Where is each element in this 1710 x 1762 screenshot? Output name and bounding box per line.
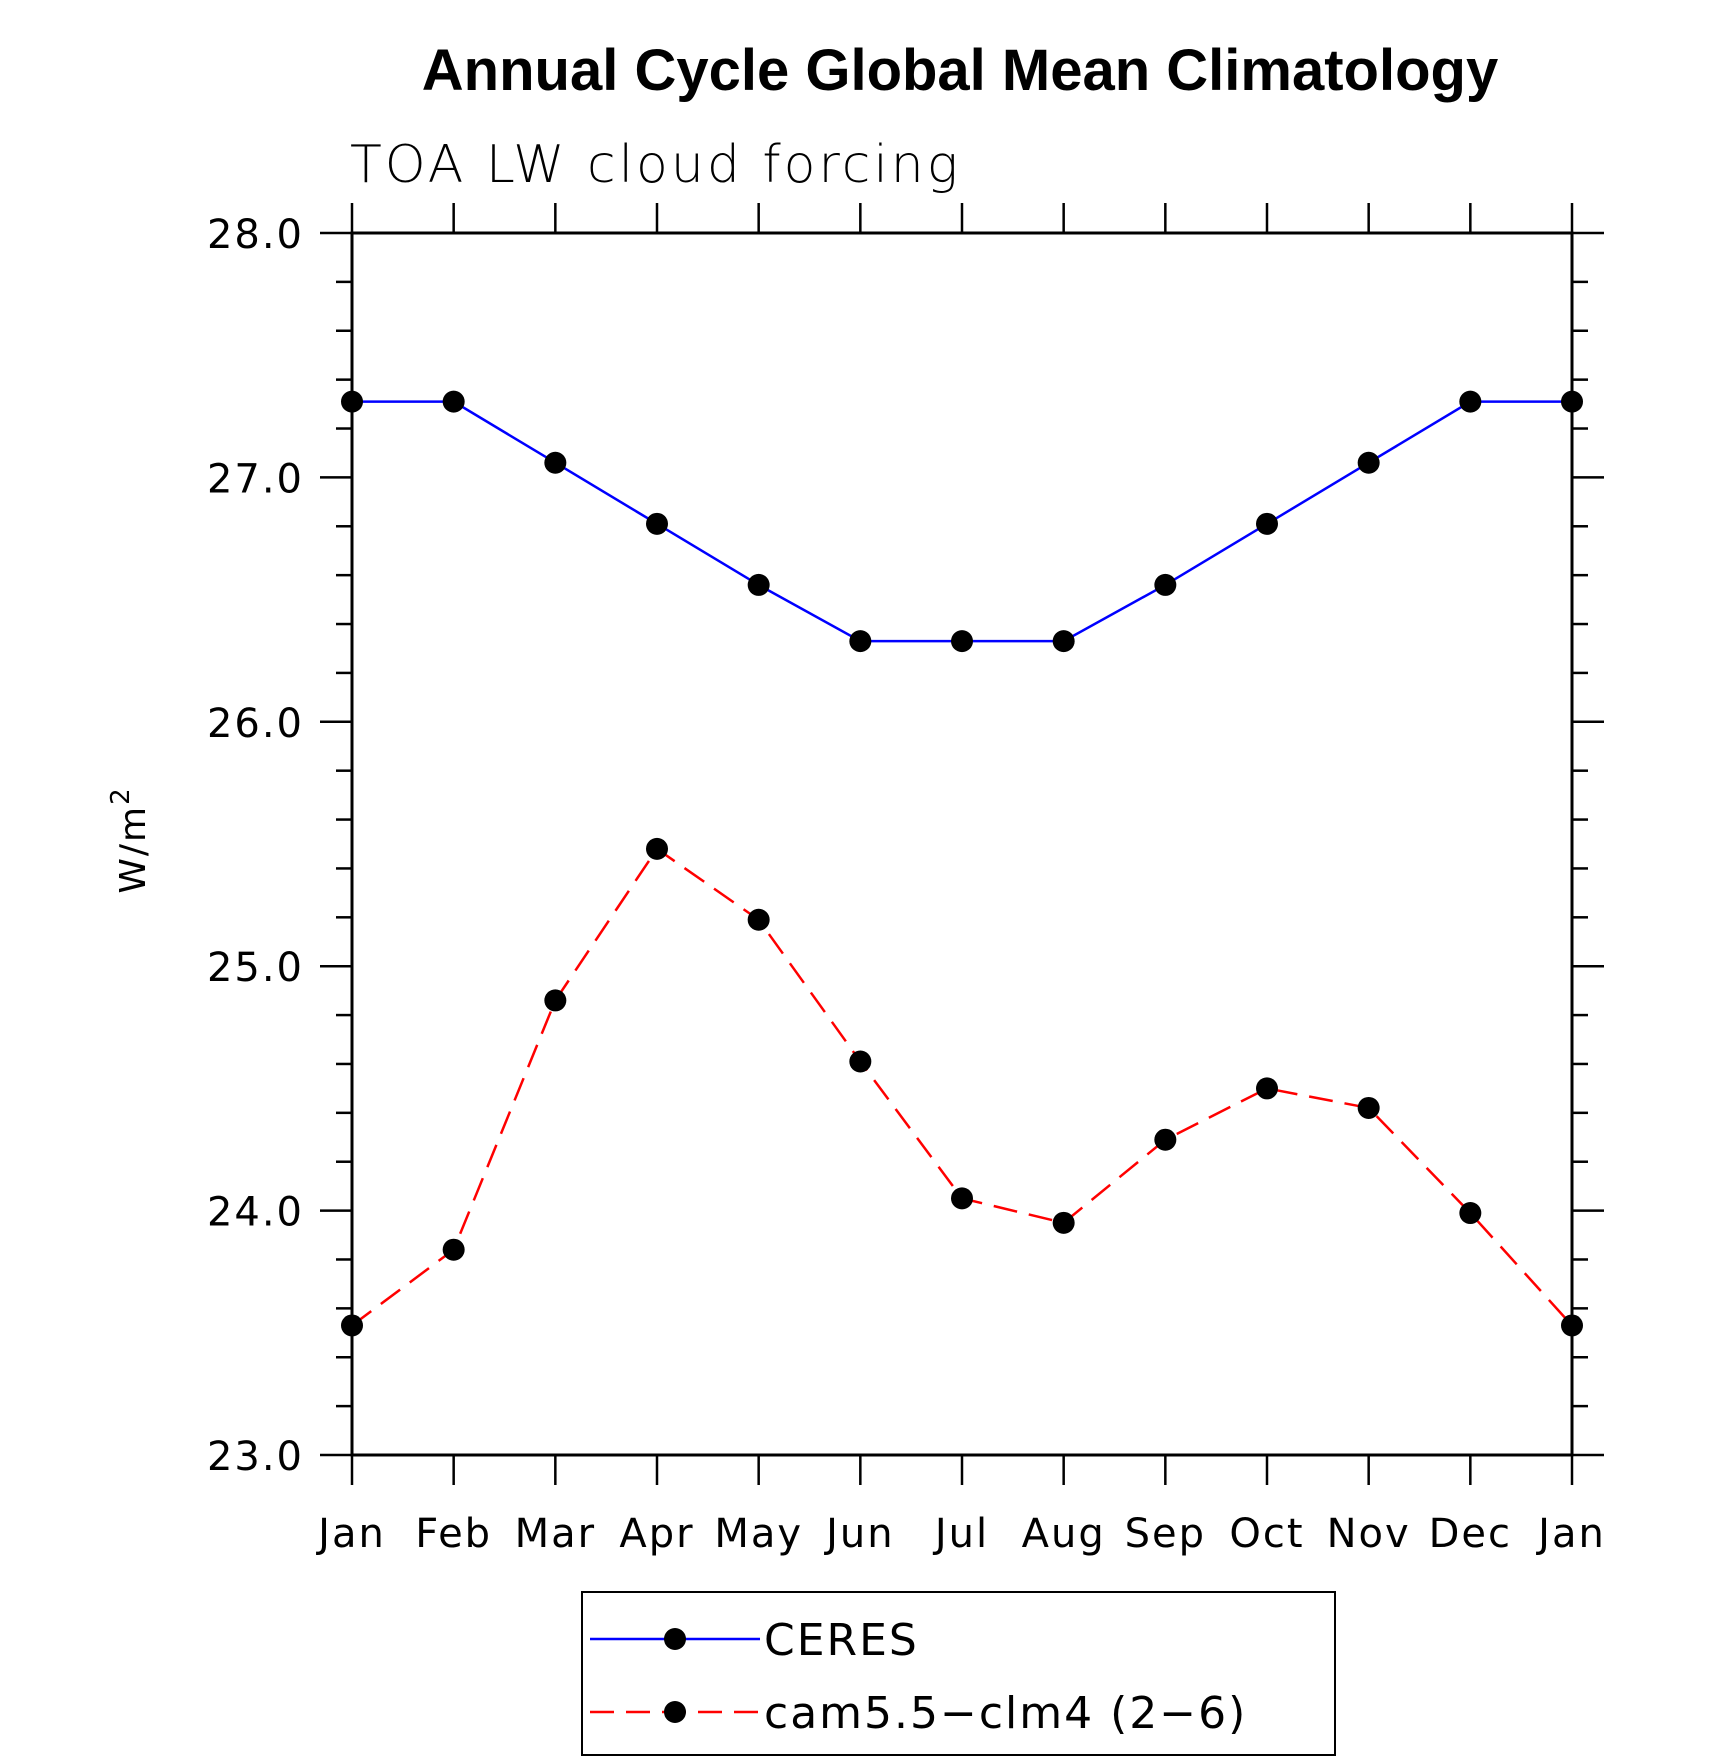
plot-frame [350, 231, 1574, 1457]
y-tick-label: 28.0 [207, 212, 304, 258]
x-tick-label: Jan [315, 1511, 386, 1557]
legend-marker [664, 1701, 686, 1723]
data-point [544, 989, 567, 1012]
data-point [1256, 512, 1278, 535]
x-tick-label: Sep [1125, 1511, 1206, 1557]
data-point [341, 1314, 363, 1337]
data-point [951, 1187, 973, 1210]
x-tick-label: May [714, 1511, 803, 1557]
chart-title: Annual Cycle Global Mean Climatology [422, 38, 1498, 103]
legend-box [581, 1591, 1336, 1756]
data-point [849, 1050, 872, 1073]
data-point [1459, 390, 1482, 413]
y-tick-label: 25.0 [207, 945, 304, 991]
tick-labels: 23.0 24.0 25.0 26.0 27.0 28.0 Jan Feb Mar Apr May J… [207, 212, 1606, 1557]
data-point [1561, 390, 1583, 413]
series-cam5-5-clm4 [341, 837, 1583, 1337]
x-tick-label: Feb [415, 1511, 492, 1557]
x-tick-label: Aug [1022, 1511, 1106, 1557]
legend-label: cam5.5−clm4 (2−6) [764, 1688, 1247, 1739]
series-ceres [341, 390, 1583, 653]
data-point [1357, 451, 1380, 474]
y-tick-label: 24.0 [207, 1190, 304, 1236]
x-tick-label: Jan [1535, 1511, 1606, 1557]
legend-label: CERES [764, 1615, 919, 1666]
chart-subtitle: TOA LW cloud forcing [350, 135, 961, 195]
x-tick-label: Jun [823, 1511, 895, 1557]
data-point [1256, 1077, 1278, 1100]
data-point [747, 908, 770, 931]
data-point [849, 630, 872, 653]
data-point [646, 837, 668, 860]
data-point [544, 451, 567, 474]
x-tick-label: Mar [515, 1511, 596, 1557]
series-layer [341, 390, 1583, 1337]
data-point [1154, 573, 1177, 596]
data-point [1154, 1128, 1177, 1151]
y-tick-label: 26.0 [207, 701, 304, 747]
legend-marker [664, 1628, 686, 1650]
series-line [352, 400, 1572, 643]
data-point [1052, 630, 1075, 653]
y-axis-label: W/m2 [106, 786, 154, 893]
axes [350, 231, 1574, 1457]
data-point [1459, 1202, 1482, 1225]
x-tick-label: Apr [619, 1511, 694, 1557]
data-point [951, 630, 973, 653]
y-tick-label: 27.0 [207, 456, 304, 502]
data-point [442, 1238, 465, 1261]
x-tick-label: Dec [1429, 1511, 1512, 1557]
x-tick-label: Jul [932, 1511, 989, 1557]
x-tick-label: Oct [1229, 1511, 1304, 1557]
data-point [1561, 1314, 1583, 1337]
data-point [1052, 1211, 1075, 1234]
legend: CERES cam5.5−clm4 (2−6) [581, 1591, 1336, 1756]
data-point [747, 573, 770, 596]
data-point [442, 390, 465, 413]
y-tick-label: 23.0 [207, 1434, 304, 1480]
series-line [351, 847, 1573, 1327]
y-axis-label-superscript: 2 [106, 786, 136, 805]
axis-ticks [320, 203, 1604, 1485]
data-point [1357, 1096, 1380, 1119]
data-point [341, 390, 363, 413]
data-point [646, 512, 668, 535]
x-tick-label: Nov [1327, 1511, 1411, 1557]
y-axis-label-text: W/m [113, 805, 154, 894]
